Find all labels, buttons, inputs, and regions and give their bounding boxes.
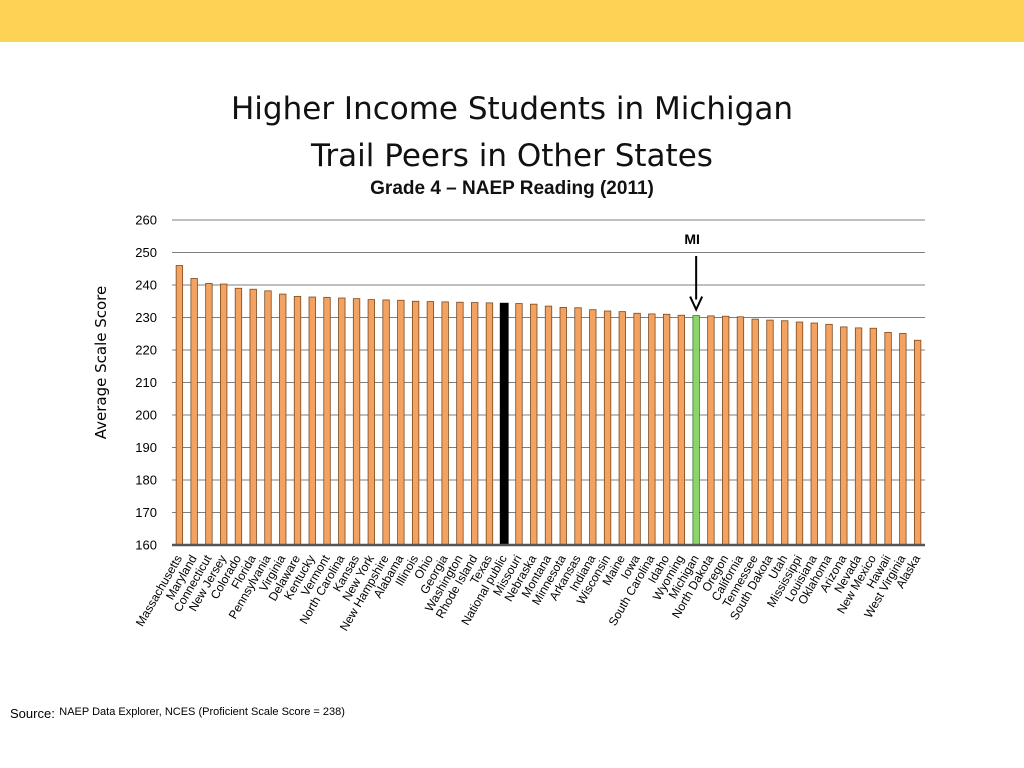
bar [781,320,789,546]
title-line-2: Trail Peers in Other States [311,138,713,174]
mi-annotation-arrow-head [689,296,704,312]
y-tick-label: 170 [135,505,157,520]
bar [899,333,907,546]
bar [530,303,538,546]
bar-chart: 160 170 180 190 200 210 220 230 240 250 260 Average… [92,213,925,633]
bar [633,312,641,546]
source-note: Source: NAEP Data Explorer, NCES (Profic… [10,705,345,723]
bar [603,310,612,546]
bar [397,299,405,546]
y-tick-label: 230 [135,310,157,325]
bar [662,313,671,546]
bar [456,301,464,546]
bar [677,314,686,546]
bar [411,300,420,546]
bar [589,309,597,546]
bar [293,295,302,546]
title-line-1: Higher Income Students in Michigan [231,91,793,127]
bar [175,265,184,546]
bar [190,278,198,546]
y-tick-label: 190 [135,440,157,455]
bar [441,301,449,546]
bar [618,311,626,546]
bar [574,307,582,546]
bar [854,327,863,546]
bar [795,321,804,546]
y-tick-label: 180 [135,473,157,488]
bar-michigan [692,315,700,546]
bar [367,299,375,546]
bar [766,319,774,546]
bar [382,299,390,546]
bar [471,302,479,546]
bar [559,307,567,546]
source-text: NAEP Data Explorer, NCES (Proficient Sca… [59,706,345,718]
bar [825,323,833,546]
bar [913,339,922,546]
slide-title: Higher Income Students in Michigan Trail… [0,86,1024,180]
bar-national-public [499,302,509,546]
bar [220,283,228,546]
bar [810,322,818,546]
bar [264,290,272,546]
y-tick-label: 260 [135,213,157,228]
bar [308,296,316,546]
y-tick-label: 160 [135,538,157,553]
bar [515,303,523,546]
mi-annotation-label: MI [684,231,700,247]
y-tick-label: 210 [135,375,157,390]
y-tick-label: 220 [135,343,157,358]
bar [352,298,361,546]
bar [869,327,877,546]
y-axis-title: Average Scale Score [92,286,110,440]
bar [338,297,346,546]
bar [648,313,656,546]
source-label: Source: [10,706,55,721]
y-tick-label: 250 [135,245,157,260]
bar [234,287,243,546]
bar [884,332,892,546]
bar [751,318,759,546]
bar [736,316,745,546]
bar [205,282,213,546]
bar [249,288,257,546]
top-accent-band [0,0,1024,42]
bar [485,302,494,546]
bar [707,315,715,546]
bar [544,305,553,546]
bar [279,293,287,546]
bar [722,315,730,546]
bar [323,296,331,546]
y-tick-label: 200 [135,408,157,423]
y-tick-label: 240 [135,278,157,293]
slide-subtitle: Grade 4 – NAEP Reading (2011) [370,178,654,199]
bar [840,326,848,546]
bar [426,301,435,546]
